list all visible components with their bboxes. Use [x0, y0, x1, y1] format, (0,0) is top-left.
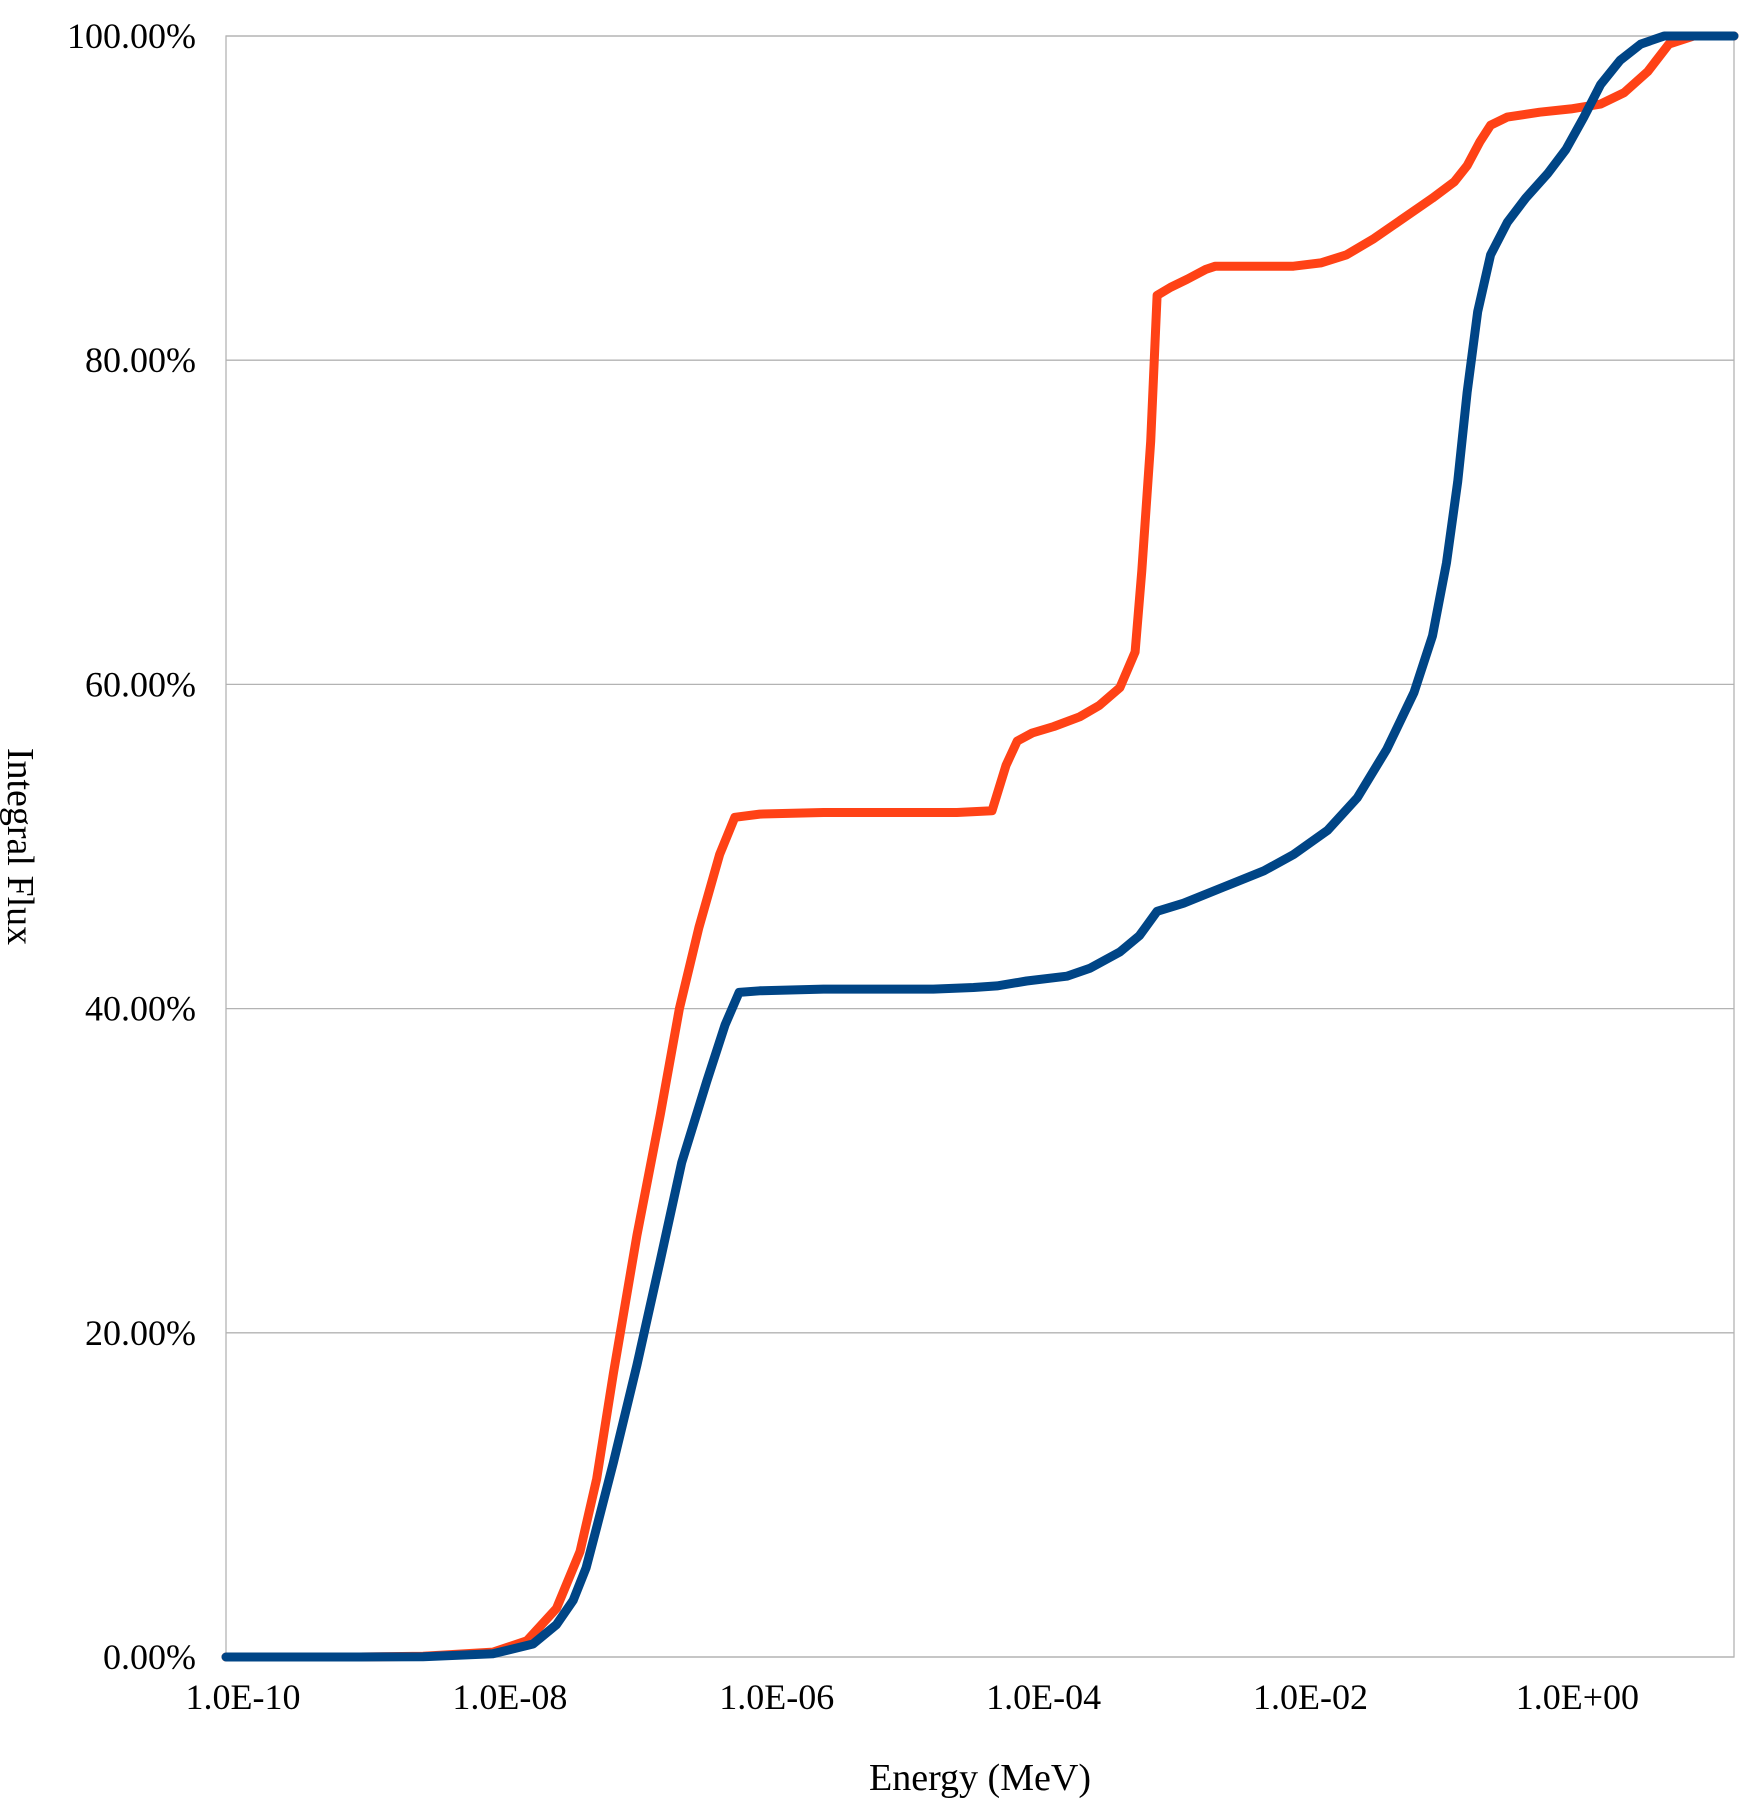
y-tick-label: 20.00%: [85, 1313, 196, 1353]
gridlines: [226, 35, 1734, 1658]
x-tick-label: 1.0E-08: [452, 1677, 567, 1717]
x-tick-label: 1.0E-04: [986, 1677, 1101, 1717]
x-axis-tick-labels: 1.0E-10 1.0E-08 1.0E-06 1.0E-04 1.0E-02 1.0E+…: [186, 1677, 1640, 1717]
series-line-2: [221, 31, 1739, 1662]
x-tick-label: 1.0E-02: [1253, 1677, 1368, 1717]
y-axis-tick-labels: 0.00% 20.00% 40.00% 60.00% 80.00% 100.00%: [67, 16, 196, 1677]
x-axis-title: Energy (MeV): [869, 1757, 1091, 1799]
x-tick-label: 1.0E+00: [1516, 1677, 1639, 1717]
x-tick-label: 1.0E-10: [186, 1677, 301, 1717]
y-tick-label: 80.00%: [85, 340, 196, 380]
y-axis-title: Integral Flux: [0, 748, 41, 945]
series-line-1: [221, 31, 1739, 1662]
plot-area-border: [225, 35, 1735, 1658]
y-tick-label: 40.00%: [85, 989, 196, 1029]
y-tick-label: 60.00%: [85, 664, 196, 704]
x-tick-label: 1.0E-06: [719, 1677, 834, 1717]
y-tick-label: 100.00%: [67, 16, 196, 56]
series-layer: [221, 31, 1739, 1662]
y-tick-label: 0.00%: [103, 1637, 196, 1677]
